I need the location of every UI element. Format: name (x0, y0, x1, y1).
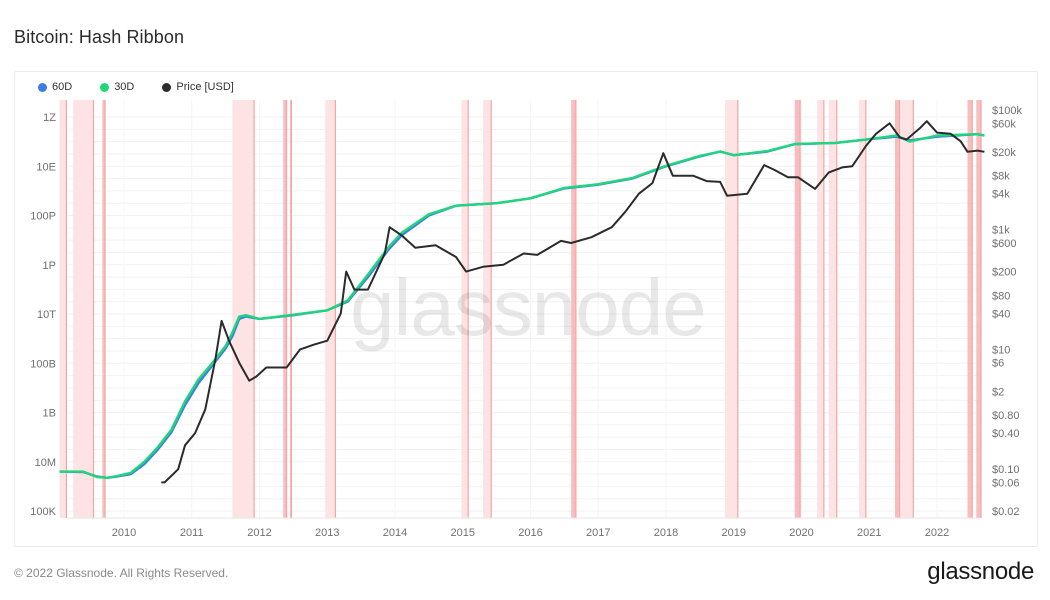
svg-text:2010: 2010 (112, 527, 136, 539)
svg-text:$80: $80 (992, 290, 1010, 302)
svg-text:10M: 10M (35, 457, 56, 469)
svg-text:1P: 1P (43, 260, 56, 272)
svg-text:$6: $6 (992, 358, 1004, 370)
svg-text:2012: 2012 (247, 527, 271, 539)
watermark: glassnode (350, 263, 706, 352)
svg-text:2014: 2014 (383, 527, 407, 539)
chart-frame (14, 71, 1038, 547)
grid-lines (68, 100, 980, 518)
svg-text:100P: 100P (30, 211, 56, 223)
svg-text:$4k: $4k (992, 189, 1010, 201)
svg-text:$0.02: $0.02 (992, 506, 1020, 518)
y-axis-right-ticks: $100k$60k $20k $8k $4k $1k$600 $200 $80 $40 $10 $… (992, 105, 1022, 518)
svg-text:1Z: 1Z (43, 112, 56, 124)
series-dot-icon (100, 82, 110, 92)
series-dot-icon (38, 82, 47, 92)
svg-text:2020: 2020 (789, 527, 813, 539)
svg-text:2016: 2016 (518, 527, 542, 539)
svg-text:1B: 1B (43, 408, 56, 420)
svg-text:2019: 2019 (722, 527, 746, 539)
svg-text:2011: 2011 (180, 527, 204, 539)
svg-text:2018: 2018 (654, 527, 678, 539)
x-axis-ticks: 2010 2011 2012 2013 2014 2015 2016 2017 2018 2019… (112, 527, 949, 539)
y-axis-left-ticks: 1Z 10E 100P 1P 10T 100B 1B 10M 100K (30, 112, 56, 518)
svg-text:$20k: $20k (992, 147, 1016, 159)
svg-text:$0.80: $0.80 (992, 410, 1020, 422)
legend-item-price[interactable]: Price [USD] (162, 81, 234, 93)
svg-text:100B: 100B (30, 358, 56, 370)
series-lines (59, 120, 985, 484)
svg-text:$10: $10 (992, 344, 1010, 356)
svg-text:2017: 2017 (586, 527, 610, 539)
svg-text:10T: 10T (37, 309, 56, 321)
legend-label: 60D (52, 81, 73, 93)
copyright-text: © 2022 Glassnode. All Rights Reserved. (14, 566, 229, 580)
svg-text:2013: 2013 (315, 527, 339, 539)
capitulation-bands (59, 100, 982, 518)
legend-item-30d[interactable]: 30D (100, 81, 134, 93)
glassnode-logo: glassnode (927, 558, 1034, 585)
svg-text:$600: $600 (992, 238, 1016, 250)
legend-item-60d[interactable]: 60D (38, 81, 72, 93)
svg-text:$40: $40 (992, 308, 1010, 320)
legend-label: Price [USD] (176, 81, 234, 93)
svg-text:$2: $2 (992, 386, 1004, 398)
svg-text:$8k: $8k (992, 171, 1010, 183)
legend-label: 30D (114, 81, 135, 93)
page-title: Bitcoin: Hash Ribbon (14, 27, 185, 47)
svg-text:2021: 2021 (857, 527, 881, 539)
svg-text:$0.06: $0.06 (992, 477, 1020, 489)
svg-text:$60k: $60k (992, 118, 1016, 130)
series-dot-icon (162, 82, 172, 92)
svg-text:$200: $200 (992, 267, 1016, 279)
svg-text:$100k: $100k (992, 105, 1022, 117)
svg-text:100K: 100K (30, 506, 56, 518)
svg-text:2022: 2022 (925, 527, 949, 539)
svg-text:2015: 2015 (451, 527, 475, 539)
svg-text:$0.10: $0.10 (992, 464, 1020, 476)
svg-text:10E: 10E (36, 161, 56, 173)
svg-text:$1k: $1k (992, 225, 1010, 237)
chart-legend: 60D 30D Price [USD] (38, 81, 262, 93)
svg-text:$0.40: $0.40 (992, 428, 1020, 440)
